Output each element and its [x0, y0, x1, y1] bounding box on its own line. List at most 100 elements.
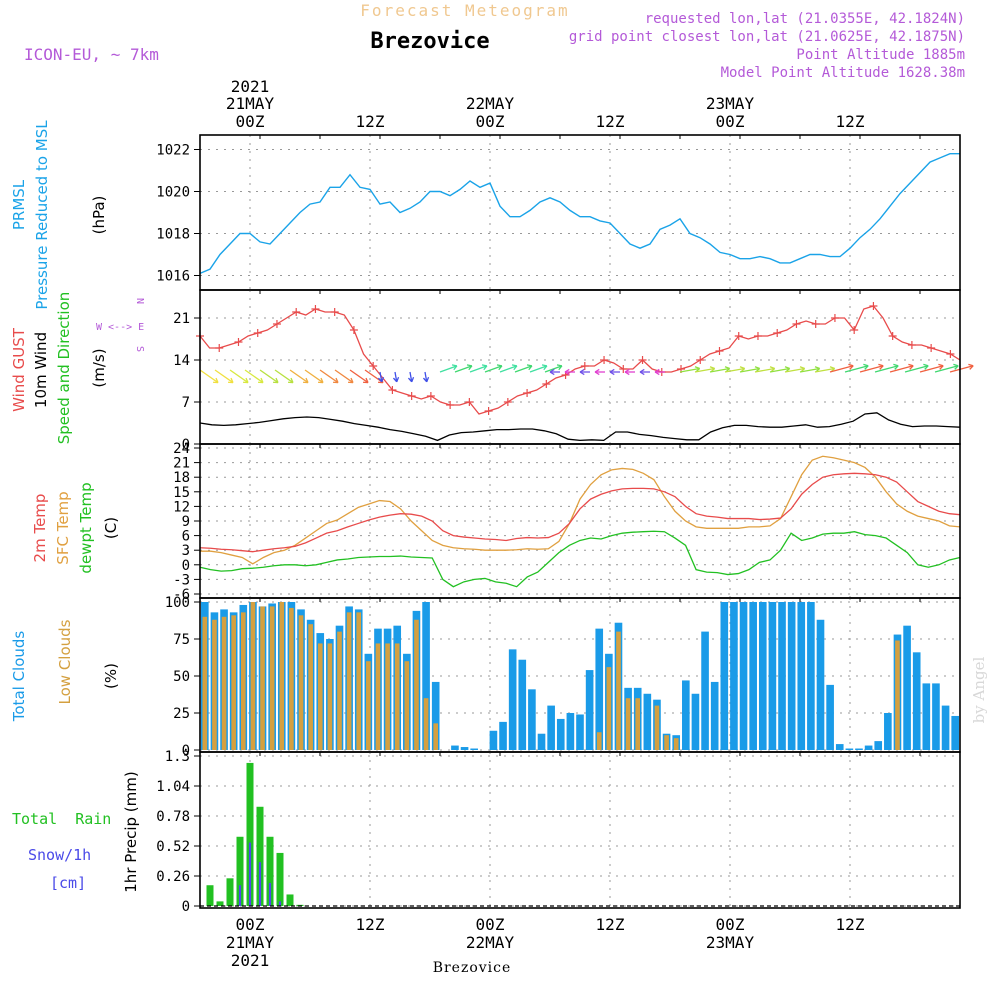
gust-marker — [600, 356, 609, 364]
top-day-label: 23MAY — [706, 94, 755, 113]
gust-marker — [638, 356, 647, 364]
low-cloud-bar — [423, 698, 429, 750]
wind-arrowhead — [848, 363, 854, 370]
total-cloud-bar — [845, 748, 854, 750]
wind-arrow — [499, 365, 518, 373]
top-hour-label: 12Z — [356, 112, 385, 131]
wind-arrowhead — [564, 368, 570, 376]
gust-marker — [888, 332, 897, 340]
total-cloud-bar — [807, 602, 815, 750]
snow-bar — [238, 885, 242, 906]
total-cloud-bar — [643, 693, 652, 750]
snow-bar — [278, 901, 282, 906]
total-cloud-bar — [528, 689, 536, 750]
wind-arrowhead — [526, 364, 533, 371]
total-cloud-bar — [720, 602, 729, 750]
prmsl-long-label: Pressure Reduced to MSL — [33, 120, 51, 310]
total-cloud-bar — [585, 670, 594, 750]
gust-marker — [715, 347, 724, 355]
y-tick-label: 12 — [173, 499, 190, 515]
bottom-hour-label: 12Z — [836, 915, 865, 934]
total-cloud-bar — [537, 733, 546, 750]
low-cloud-bar — [250, 602, 256, 750]
wind-arrowhead — [579, 368, 585, 376]
total-cloud-bar — [932, 683, 940, 750]
wind-arrow — [859, 365, 884, 373]
total-cloud-bar — [710, 681, 719, 750]
gust-marker — [465, 398, 474, 406]
wind-arrowhead — [272, 377, 279, 384]
wind-arrow — [514, 365, 533, 373]
low-cloud-bar — [414, 619, 419, 750]
gust-label: Wind GUST — [10, 327, 28, 412]
gust-marker — [869, 302, 878, 310]
gust-marker — [446, 401, 455, 409]
total-cloud-bar — [912, 652, 921, 750]
bottom-hour-label: 00Z — [476, 915, 505, 934]
wind-arrow — [799, 367, 820, 373]
y-tick-label: 15 — [173, 485, 190, 501]
gust-marker — [215, 344, 224, 352]
wind-arrow — [484, 365, 503, 373]
total-cloud-bar — [768, 602, 777, 750]
low-cloud-bar — [289, 607, 294, 750]
y-tick-label: 0 — [182, 437, 190, 453]
wind-dir-label: Speed and Direction — [55, 292, 73, 445]
wind-arrowhead — [332, 377, 339, 384]
wind-arrowhead — [654, 368, 660, 376]
temp-unit: (C) — [102, 517, 120, 539]
low-cloud-bar — [625, 698, 631, 750]
wind-arrow — [439, 365, 458, 373]
rain-bar — [256, 806, 264, 906]
total-cloud-bar — [826, 684, 834, 750]
gust-marker — [292, 308, 301, 316]
y-tick-label: 0.52 — [156, 839, 190, 855]
sfc-label: SFC Temp — [54, 491, 72, 564]
wind-arrowhead — [496, 364, 503, 371]
total-cloud-bar — [691, 693, 700, 750]
total-cloud-bar — [787, 602, 796, 750]
wind-arrow — [754, 367, 775, 373]
y-tick-label: 21 — [173, 456, 190, 472]
top-hour-label: 00Z — [236, 112, 265, 131]
wind-arrow — [304, 369, 324, 384]
y-tick-label: 1018 — [156, 227, 190, 243]
bottom-location: Brezovice — [433, 960, 512, 976]
wind-arrowhead — [227, 377, 234, 384]
wind-unit: (m/s) — [90, 348, 108, 387]
y-tick-label: 100 — [165, 595, 190, 611]
pressure-line — [199, 152, 960, 275]
wind-arrow — [289, 369, 309, 384]
snow-bar — [258, 862, 262, 906]
total-cloud-bar — [903, 625, 911, 750]
wind-arrow — [544, 365, 563, 373]
total-cloud-bar — [489, 730, 498, 750]
cloud-unit: (%) — [102, 663, 120, 689]
y-tick-label: 0 — [182, 899, 190, 915]
wind-arrow — [694, 367, 715, 373]
y-tick-label: 21 — [173, 311, 190, 327]
rain-bar — [266, 836, 274, 906]
wind-arrowhead — [594, 368, 600, 376]
wind-arrowhead — [923, 363, 929, 370]
wind-arrowhead — [878, 363, 884, 370]
wind-arrow — [844, 365, 869, 373]
wind-arrow — [379, 371, 383, 382]
wind-arrowhead — [938, 363, 944, 370]
total-cloud-bar — [922, 683, 931, 750]
gust-marker — [234, 338, 243, 346]
low-cloud-bar — [654, 705, 660, 750]
y-tick-label: 0.78 — [156, 809, 190, 825]
wind-arrowhead — [422, 376, 430, 383]
wind-arrow — [409, 371, 413, 382]
model-altitude: Model Point Altitude 1628.38m — [721, 65, 965, 81]
y-tick-label: 6 — [182, 529, 190, 545]
wind-arrow — [214, 369, 234, 384]
total-cloud-bar — [431, 681, 440, 750]
total-cloud-bar — [576, 714, 584, 750]
y-tick-label: -3 — [173, 572, 190, 588]
dewpt-line — [199, 530, 961, 588]
panel-border — [199, 751, 961, 909]
pressure-unit: (hPa) — [90, 196, 108, 235]
